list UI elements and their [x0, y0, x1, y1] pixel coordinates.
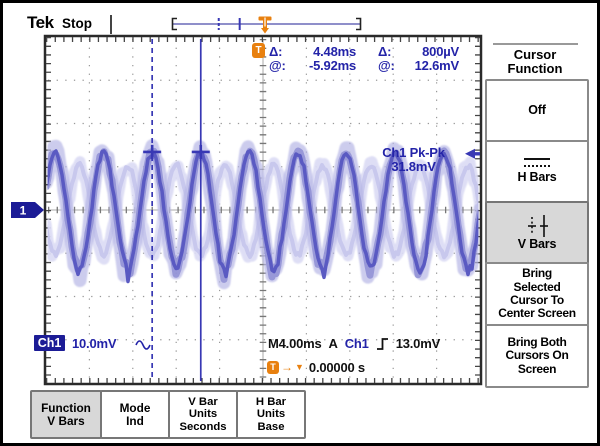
menu-title-rule: [493, 43, 578, 45]
delta-volts-label: Δ:: [378, 44, 392, 59]
scope-display: 1: [11, 16, 483, 386]
delta-time-label: Δ:: [269, 44, 283, 59]
acquisition-status: Stop: [62, 16, 92, 31]
ch1-waveform: [47, 139, 479, 290]
trigger-level-readout: 13.0mV: [395, 335, 441, 351]
mode-ind-button[interactable]: Mode Ind: [100, 390, 170, 439]
channel-scale: 10.0mV: [72, 336, 117, 351]
header-divider: [110, 15, 112, 34]
ch1-ground-marker: 1: [11, 202, 44, 218]
cursor-off-label: Off: [528, 102, 546, 117]
trigger-delay-row: T → ▼ 0.00000 s: [267, 359, 365, 375]
trigger-status-row: M4.00ms A Ch1 13.0mV: [268, 335, 440, 351]
timebase-readout: M4.00ms: [268, 335, 322, 351]
trigger-icon: T: [252, 43, 265, 58]
measurement-label: Ch1 Pk-Pk: [382, 145, 445, 160]
measurement-value: 31.8mV: [391, 159, 436, 174]
function-vbars-button[interactable]: Function V Bars: [30, 390, 102, 439]
at-time-value: -5.92ms: [308, 58, 356, 73]
v-bar-cursors: [143, 39, 210, 381]
rising-edge-icon: [376, 337, 388, 350]
delta-time-value: 4.48ms: [313, 44, 356, 59]
tek-logo: Tek: [27, 13, 54, 32]
h-bars-label: H Bars: [517, 170, 557, 185]
ac-coupling-icon: [135, 340, 151, 350]
delta-volts-value: 800µV: [422, 44, 459, 59]
v-bars-label: V Bars: [517, 236, 557, 251]
trigger-source: Ch1: [344, 335, 369, 351]
at-time-label: @:: [269, 58, 286, 73]
bring-both-cursors-button[interactable]: Bring Both Cursors On Screen: [485, 324, 589, 388]
v-bars-button[interactable]: V Bars: [485, 201, 589, 264]
v-bars-icon: [528, 214, 548, 237]
menu-title-line2: Function: [507, 61, 563, 76]
trigger-level-arrow: [465, 148, 480, 159]
trigger-delay-icon: T: [267, 360, 279, 374]
trigger-delay-value: 0.00000 s: [308, 359, 365, 375]
cursor-off-button[interactable]: Off: [485, 79, 589, 142]
bring-selected-cursor-button[interactable]: Bring Selected Cursor To Center Screen: [485, 262, 589, 326]
svg-text:1: 1: [20, 204, 27, 218]
at-volts-value: 12.6mV: [414, 58, 460, 73]
channel-badge: Ch1: [34, 335, 65, 351]
hbar-units-button[interactable]: H Bar Units Base: [236, 390, 306, 439]
triangle-down-icon: ▼: [295, 362, 304, 372]
trigger-position-pin: [258, 16, 272, 34]
h-bars-icon: [524, 158, 550, 168]
menu-title-line1: Cursor: [513, 47, 557, 62]
trigger-mode: A: [328, 335, 338, 351]
menu-title: Cursor Function: [483, 48, 587, 76]
vbar-units-button[interactable]: V Bar Units Seconds: [168, 390, 238, 439]
at-volts-label: @:: [378, 58, 395, 73]
h-bars-button[interactable]: H Bars: [485, 140, 589, 203]
arrow-right-icon: →: [281, 360, 293, 374]
